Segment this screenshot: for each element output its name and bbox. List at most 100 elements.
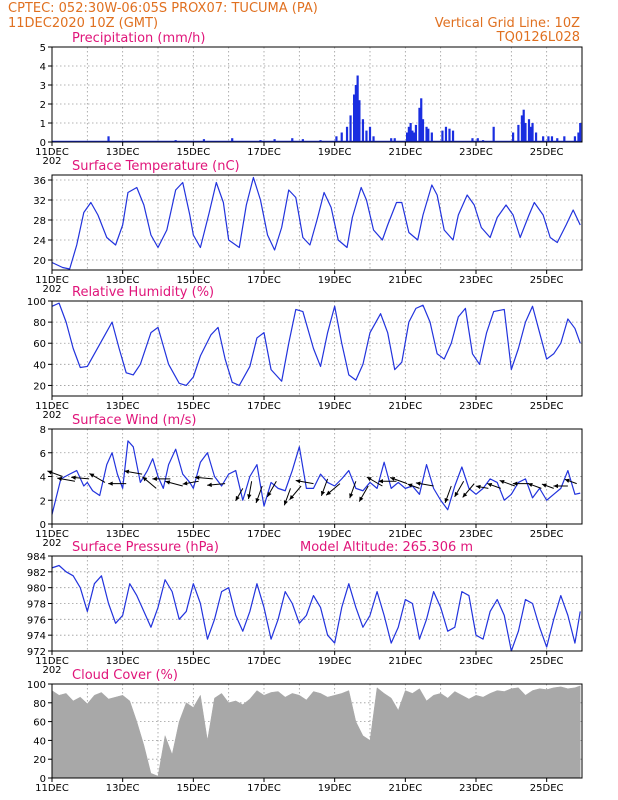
surface-temperature-frame <box>51 174 583 271</box>
precipitation-bar <box>522 109 525 142</box>
surface-temperature-title: Surface Temperature (nC) <box>72 159 240 174</box>
surface-temperature-panel: 20 24 28 32 36 11DEC 13DEC 15DEC 17DEC 19DEC 21DEC… <box>33 159 583 295</box>
precipitation-bar <box>409 123 412 142</box>
precipitation-bar <box>421 119 425 142</box>
relative-humidity-xtick-label: 11DEC <box>35 401 69 412</box>
precipitation-ytick-label: 2 <box>40 100 46 111</box>
cloud-cover-xtick-label: 13DEC <box>106 783 140 794</box>
surface-temperature-ytick-label: 32 <box>33 196 46 207</box>
precipitation-bar <box>556 138 559 142</box>
wind-arrow-head <box>295 479 301 484</box>
precipitation-bar <box>529 126 532 142</box>
surface-pressure-ytick-label: 984 <box>27 552 46 563</box>
wind-arrow-head <box>475 484 481 490</box>
precipitation-year-stub: 202 <box>42 156 61 167</box>
precipitation-bar <box>517 124 520 142</box>
precipitation-bar <box>573 136 577 142</box>
surface-pressure-xtick-label: 25DEC <box>530 656 564 667</box>
precipitation-xtick-label: 17DEC <box>247 147 281 158</box>
precipitation-bar <box>356 75 359 142</box>
precipitation-bar <box>577 132 580 142</box>
wind-arrow-head <box>415 481 421 486</box>
wind-arrow-head <box>182 481 188 486</box>
precipitation-bar <box>301 139 304 142</box>
surface-pressure-frame <box>51 555 583 652</box>
precipitation-bar <box>476 138 479 142</box>
precipitation-bar <box>451 130 455 142</box>
wind-arrow-head <box>462 492 468 498</box>
relative-humidity-frame <box>51 300 583 397</box>
cloud-cover-panel: 0 20 40 60 80 100 11DEC 13DEC 15DEC 17DEC 19DEC 21D… <box>27 668 583 794</box>
precipitation-bar <box>425 126 428 142</box>
precipitation-panel: 0 1 2 3 4 5 11DEC 13DEC 15DEC 17DEC 19DEC 21DEC 23DE… <box>35 31 583 167</box>
wind-arrow-head <box>564 478 570 483</box>
wind-arrow-head <box>289 494 295 500</box>
relative-humidity-xtick-label: 19DEC <box>318 401 352 412</box>
surface-temperature-xtick-label: 25DEC <box>530 275 564 286</box>
surface-wind-ytick-label: 2 <box>40 496 46 507</box>
precipitation-xtick-label: 15DEC <box>176 147 210 158</box>
wind-arrow-head <box>142 476 148 482</box>
cloud-cover-xtick-label: 23DEC <box>459 783 493 794</box>
precipitation-bar <box>524 123 527 142</box>
surface-wind-ytick-label: 8 <box>40 425 46 436</box>
surface-pressure-series-line <box>51 564 581 652</box>
relative-humidity-xtick-label: 17DEC <box>247 401 281 412</box>
surface-wind-title: Surface Wind (m/s) <box>72 413 196 428</box>
surface-pressure-ytick-label: 972 <box>27 647 46 658</box>
precipitation-ytick-label: 1 <box>40 119 46 130</box>
relative-humidity-ytick-label: 80 <box>33 318 46 329</box>
precipitation-xtick-label: 13DEC <box>106 147 140 158</box>
wind-arrow-head <box>247 494 252 499</box>
precipitation-bar <box>444 126 448 142</box>
wind-arrow-head <box>359 496 364 502</box>
precipitation-ytick-label: 3 <box>40 81 46 92</box>
panels: 0 1 2 3 4 5 11DEC 13DEC 15DEC 17DEC 19DEC 21DEC 23DE… <box>27 31 583 794</box>
surface-temperature-xtick-label: 17DEC <box>247 275 281 286</box>
relative-humidity-ytick-label: 40 <box>33 360 46 371</box>
precipitation-bar <box>441 130 444 142</box>
surface-temperature-ytick-label: 24 <box>33 236 46 247</box>
precipitation-bar <box>340 132 343 142</box>
surface-temperature-xtick-label: 19DEC <box>318 275 352 286</box>
wind-arrow-head <box>235 495 240 501</box>
surface-pressure-year-stub: 202 <box>42 665 61 676</box>
surface-wind-xtick-label: 19DEC <box>318 529 352 540</box>
relative-humidity-xtick-label: 25DEC <box>530 401 564 412</box>
surface-pressure-xtick-label: 23DEC <box>459 656 493 667</box>
precipitation-bar <box>430 132 433 142</box>
precipitation-ytick-label: 0 <box>40 138 46 149</box>
relative-humidity-plot-area <box>52 301 582 396</box>
wind-arrow-head <box>407 483 413 488</box>
precipitation-bar <box>231 138 234 142</box>
relative-humidity-panel: 20 40 60 80 100 11DEC 13DEC 15DEC 17DEC 19DEC 21DE… <box>27 285 583 421</box>
precipitation-bar <box>372 136 375 142</box>
wind-arrow-head <box>165 480 171 485</box>
surface-pressure-annotation: Model Altitude: 265.306 m <box>300 540 473 555</box>
precipitation-bar <box>361 119 365 142</box>
precipitation-bar <box>358 100 361 142</box>
cloud-cover-xtick-label: 15DEC <box>176 783 210 794</box>
surface-wind-panel: 0 2 4 6 8 11DEC 13DEC 15DEC 17DEC 19DEC 21DEC 23DEC… <box>35 413 583 549</box>
surface-wind-frame <box>51 428 583 525</box>
precipitation-xtick-label: 23DEC <box>459 147 493 158</box>
relative-humidity-ytick-label: 60 <box>33 339 46 350</box>
cloud-cover-ytick-label: 40 <box>33 736 46 747</box>
surface-wind-xtick-label: 23DEC <box>459 529 493 540</box>
precipitation-bar <box>579 123 582 142</box>
relative-humidity-xtick-label: 13DEC <box>106 401 140 412</box>
surface-wind-series-line <box>51 440 581 515</box>
cloud-cover-xtick-label: 17DEC <box>247 783 281 794</box>
surface-temperature-xtick-label: 11DEC <box>35 275 69 286</box>
header-grid-note: Vertical Grid Line: 10Z <box>435 16 580 31</box>
precipitation-bar <box>492 126 495 142</box>
precipitation-bar <box>413 132 416 142</box>
precipitation-bar <box>349 115 352 142</box>
surface-pressure-ytick-label: 982 <box>27 568 46 579</box>
precipitation-bar <box>354 85 357 142</box>
cloud-cover-xtick-label: 19DEC <box>318 783 352 794</box>
header-code: TQ0126L028 <box>496 30 580 45</box>
precipitation-bar <box>353 94 356 142</box>
precipitation-bar <box>534 132 538 142</box>
precipitation-xtick-label: 19DEC <box>318 147 352 158</box>
